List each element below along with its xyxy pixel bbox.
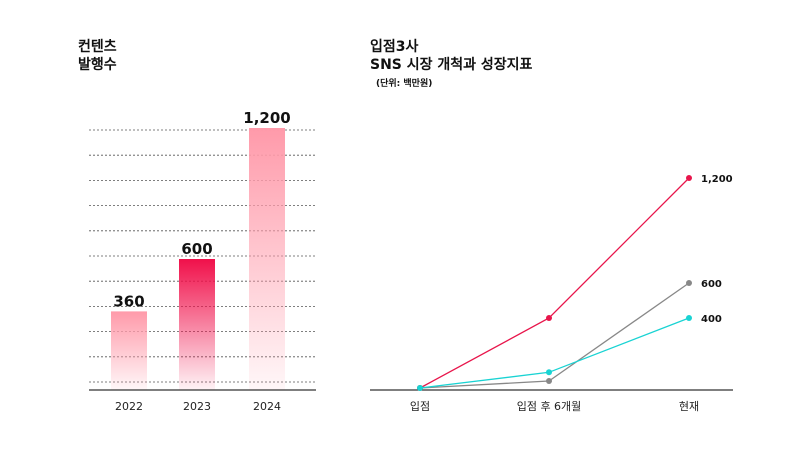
bar-chart-title: 컨텐츠 발행수 bbox=[78, 38, 117, 74]
bar-value-label: 360 bbox=[113, 292, 144, 310]
line-point bbox=[686, 280, 692, 286]
bar-category-label: 2024 bbox=[253, 400, 281, 413]
bar-2024 bbox=[249, 128, 285, 390]
bar-chart-title-line-1: 컨텐츠 bbox=[78, 39, 117, 55]
line-chart-subtitle: (단위: 백만원) bbox=[376, 79, 433, 89]
bar-chart-title-line-2: 발행수 bbox=[78, 57, 117, 73]
line-point bbox=[686, 315, 692, 321]
line-point bbox=[417, 385, 423, 391]
bar-category-label: 2022 bbox=[115, 400, 143, 413]
line-end-label: 600 bbox=[701, 279, 722, 290]
line-point bbox=[686, 175, 692, 181]
bar-value-label: 600 bbox=[181, 240, 212, 258]
line-point bbox=[546, 315, 552, 321]
line-category-label: 입점 bbox=[410, 400, 430, 413]
line-chart-title-line-2: SNS 시장 개척과 성장지표 bbox=[370, 57, 533, 73]
bar-value-label: 1,200 bbox=[243, 109, 290, 127]
line-category-label: 입점 후 6개월 bbox=[517, 400, 582, 413]
line-chart: 입점 입점 후 6개월 현재 1,200 600 400 bbox=[370, 174, 733, 413]
line-category-label: 현재 bbox=[679, 400, 699, 413]
line-point bbox=[546, 378, 552, 384]
line-series-0 bbox=[419, 177, 690, 389]
bar-2023 bbox=[179, 259, 215, 390]
bar-2022 bbox=[111, 311, 147, 390]
bar-chart: 360 2022 600 2023 1,200 2024 bbox=[89, 109, 316, 413]
line-end-label: 1,200 bbox=[701, 174, 733, 185]
line-point bbox=[546, 369, 552, 376]
line-chart-title: 입점3사 SNS 시장 개척과 성장지표 bbox=[370, 38, 532, 74]
bar-category-label: 2023 bbox=[183, 400, 211, 413]
line-series-1 bbox=[419, 282, 690, 389]
line-chart-title-line-1: 입점3사 bbox=[370, 39, 419, 55]
line-end-label: 400 bbox=[701, 314, 722, 325]
